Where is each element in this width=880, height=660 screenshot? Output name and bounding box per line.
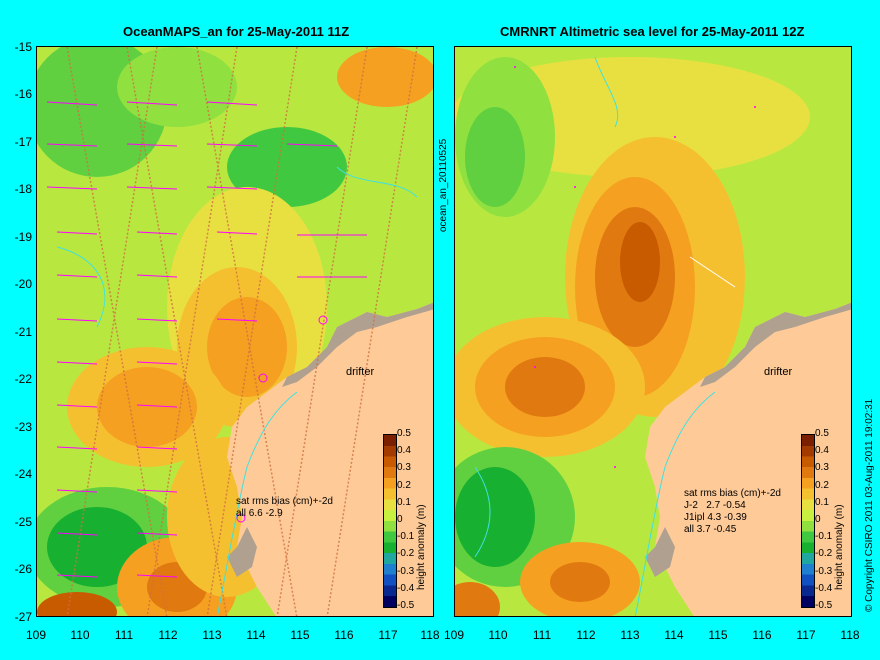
x-tick: 109	[443, 628, 465, 642]
colorbar-right-label: height anomaly (m)	[834, 504, 845, 590]
colorbar-tick: -0.3	[397, 565, 415, 577]
y-tick: -18	[14, 182, 32, 196]
y-tick: -22	[14, 372, 32, 386]
y-tick: -25	[14, 515, 32, 529]
right-map[interactable]	[454, 46, 852, 617]
y-tick: -27	[14, 610, 32, 624]
colorbar-tick: -0.2	[397, 548, 415, 560]
right-map-title: CMRNRT Altimetric sea level for 25-May-2…	[500, 24, 805, 39]
drifter-label-left: drifter	[346, 366, 375, 378]
colorbar-tick: -0.3	[815, 565, 833, 577]
run-id-label: ocean_an_20110525	[438, 138, 449, 232]
x-tick: 116	[334, 628, 354, 642]
x-tick: 114	[246, 628, 266, 642]
x-tick: 115	[708, 628, 728, 642]
y-tick: -16	[14, 87, 32, 101]
colorbar-left-label: height anomaly (m)	[416, 504, 427, 590]
right-stats-line-1: sat rms bias (cm)+-2d	[684, 488, 781, 499]
colorbar-tick: -0.4	[397, 582, 415, 594]
y-tick: -15	[14, 40, 32, 54]
x-tick: 111	[114, 628, 134, 642]
colorbar-tick: 0.1	[397, 496, 411, 508]
x-tick: 115	[290, 628, 310, 642]
colorbar-tick: -0.1	[815, 531, 833, 543]
copyright-label: © Copyright CSIRO 2011 03-Aug-2011 19:02…	[864, 398, 875, 612]
colorbar-tick: -0.1	[397, 531, 415, 543]
left-map[interactable]	[36, 46, 434, 617]
left-map-title: OceanMAPS_an for 25-May-2011 11Z	[123, 24, 350, 39]
colorbar-tick: -0.5	[815, 600, 833, 611]
colorbar-tick: 0.3	[397, 462, 411, 474]
colorbar-tick: 0.2	[397, 479, 411, 491]
y-tick: -20	[14, 277, 32, 291]
colorbar-tick: 0	[397, 514, 403, 525]
colorbar-tick: -0.5	[397, 600, 415, 611]
colorbar-tick: 0.5	[815, 428, 829, 439]
x-tick: 113	[620, 628, 640, 642]
y-tick: -21	[14, 325, 32, 339]
x-tick: 114	[664, 628, 684, 642]
colorbar-left	[383, 434, 397, 608]
colorbar-tick: 0.1	[815, 496, 829, 508]
y-tick: -26	[14, 562, 32, 576]
x-tick: 117	[378, 628, 398, 642]
left-stats-line-2: all 6.6 -2.9	[236, 508, 283, 519]
x-tick: 116	[752, 628, 772, 642]
colorbar-tick: 0.4	[397, 445, 411, 457]
colorbar-tick: 0.5	[397, 428, 411, 439]
x-tick: 117	[796, 628, 816, 642]
colorbar-tick: -0.4	[815, 582, 833, 594]
colorbar-tick: 0.2	[815, 479, 829, 491]
x-tick: 113	[202, 628, 222, 642]
y-tick: -19	[14, 230, 32, 244]
right-stats-line-2: J-2 2.7 -0.54	[684, 500, 746, 511]
left-stats-line-1: sat rms bias (cm)+-2d	[236, 496, 333, 507]
colorbar-tick: -0.2	[815, 548, 833, 560]
x-tick: 112	[576, 628, 596, 642]
y-tick: -23	[14, 420, 32, 434]
y-tick: -24	[14, 467, 32, 481]
colorbar-tick: 0.3	[815, 462, 829, 474]
y-tick: -17	[14, 135, 32, 149]
x-tick: 110	[488, 628, 508, 642]
x-tick: 112	[158, 628, 178, 642]
x-tick: 118	[840, 628, 860, 642]
colorbar-tick: 0	[815, 514, 821, 525]
x-tick: 109	[25, 628, 47, 642]
x-tick: 118	[420, 628, 440, 642]
right-stats-line-3: J1ipl 4.3 -0.39	[684, 512, 747, 523]
colorbar-tick: 0.4	[815, 445, 829, 457]
right-stats-line-4: all 3.7 -0.45	[684, 524, 737, 535]
x-tick: 111	[532, 628, 552, 642]
drifter-label-right: drifter	[764, 366, 793, 378]
colorbar-right	[801, 434, 815, 608]
x-tick: 110	[70, 628, 90, 642]
